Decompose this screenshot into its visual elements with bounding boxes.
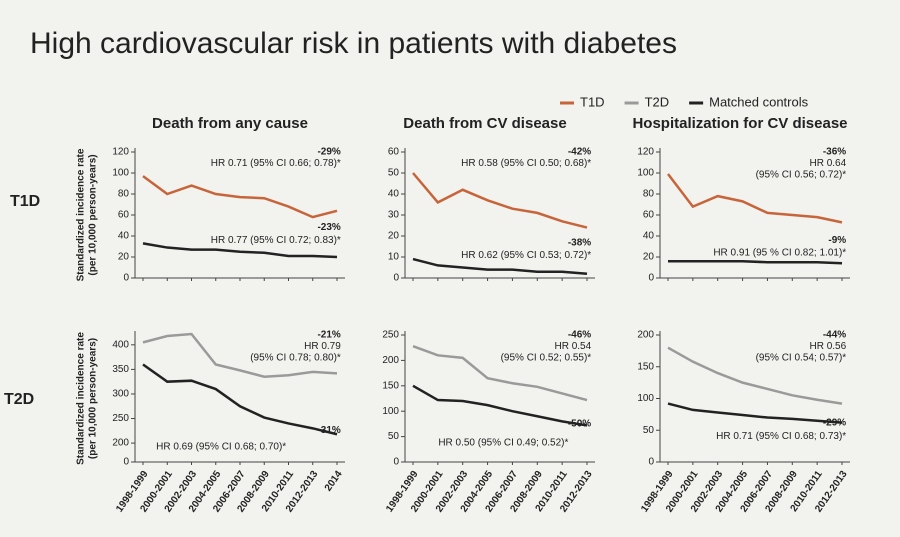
y-tick-label: 0 [393,273,399,284]
y-tick-label: 60 [118,210,130,221]
series-line [668,259,843,265]
y-tick-label: 50 [388,431,400,442]
series-line [412,257,588,276]
row-label: T1D [10,193,40,210]
annotation: HR 0.54 [555,341,592,352]
annotation: HR 0.69 (95% CI 0.68; 0.70)* [156,441,286,452]
y-tick-label: 0 [648,457,654,468]
y-tick-label: 200 [637,330,654,341]
y-axis-label-line: (per 10,000 person-years) [88,154,99,275]
y-tick-label: 0 [123,457,129,468]
annotation: -23% [317,222,340,233]
y-tick-label: 50 [388,168,400,179]
series-line [667,173,843,224]
legend-label: T2D [645,94,670,109]
annotation: -36% [823,147,846,158]
annotation: -38% [568,237,591,248]
chart-title: Death from any cause [152,115,308,132]
annotation: -21% [317,330,340,341]
annotation: -29% [317,147,340,158]
y-tick-label: 250 [112,413,129,424]
y-tick-label: 120 [112,147,129,158]
y-tick-label: 100 [637,168,654,179]
annotation: HR 0.62 (95% CI 0.53; 0.72)* [461,250,591,261]
y-tick-label: 400 [112,339,129,350]
series-line [142,332,338,379]
y-tick-label: 80 [118,189,130,200]
y-tick-label: 60 [643,210,655,221]
y-tick-label: 250 [382,330,399,341]
annotation: HR 0.58 (95% CI 0.50; 0.68)* [461,158,591,169]
annotation: (95% CI 0.52; 0.55)* [501,353,592,364]
y-tick-label: 200 [382,355,399,366]
series-line [412,345,588,402]
annotation: (95% CI 0.78; 0.80)* [250,353,341,364]
y-tick-label: 300 [112,389,129,400]
series-line [667,346,843,405]
annotation: HR 0.56 [810,341,847,352]
y-tick-label: 60 [388,147,400,158]
y-tick-label: 100 [112,168,129,179]
annotation: HR 0.64 [810,158,847,169]
annotation: -31% [317,425,340,436]
annotation: HR 0.71 (95% CI 0.66; 0.78)* [211,158,341,169]
legend-label: T1D [580,94,605,109]
annotation: HR 0.77 (95% CI 0.72; 0.83)* [211,235,341,246]
y-tick-label: 20 [388,231,400,242]
row-label: T2D [4,391,34,408]
chart-title: Death from CV disease [403,115,566,132]
annotation: HR 0.50 (95% CI 0.49; 0.52)* [438,438,568,449]
y-tick-label: 0 [393,457,399,468]
y-tick-label: 40 [388,189,400,200]
y-tick-label: 0 [123,273,129,284]
annotation: -9% [828,235,846,246]
annotation: HR 0.71 (95% CI 0.68; 0.73)* [716,431,846,442]
y-axis-label-line: (per 10,000 person-years) [88,338,99,459]
annotation: -50% [568,419,591,430]
y-tick-label: 30 [388,210,400,221]
legend-label: Matched controls [709,94,808,109]
annotation: (95% CI 0.56; 0.72)* [756,169,847,180]
series-line [667,402,843,424]
y-tick-label: 20 [118,252,130,263]
annotation: -42% [568,147,591,158]
y-tick-label: 20 [643,252,655,263]
chart-title: Hospitalization for CV disease [632,115,847,132]
y-tick-label: 0 [648,273,654,284]
y-axis-label: Standardized incidence rate (per 10,000 p… [76,148,99,281]
y-axis-label-line: Standardized incidence rate [76,148,87,281]
y-tick-label: 200 [112,438,129,449]
series-line [142,363,338,436]
y-axis-label-line: Standardized incidence rate [76,332,87,465]
y-tick-label: 100 [382,406,399,417]
y-tick-label: 120 [637,147,654,158]
y-tick-label: 50 [643,425,655,436]
y-tick-label: 40 [643,231,655,242]
series-line [412,172,588,229]
y-tick-label: 10 [388,252,400,263]
annotation: HR 0.79 [304,341,341,352]
y-tick-label: 150 [382,380,399,391]
y-axis-label: Standardized incidence rate (per 10,000 p… [76,332,99,465]
annotation: -46% [568,330,591,341]
annotation: -29% [823,417,846,428]
series-line [142,242,338,259]
series-line [142,175,338,219]
annotation: -44% [823,330,846,341]
y-tick-label: 80 [643,189,655,200]
slide-title: High cardiovascular risk in patients wit… [30,27,677,60]
series-line [412,384,588,427]
annotation: (95% CI 0.54; 0.57)* [756,353,847,364]
y-tick-label: 350 [112,364,129,375]
y-tick-label: 100 [637,393,654,404]
y-tick-label: 40 [118,231,130,242]
y-tick-label: 150 [637,361,654,372]
annotation: HR 0.91 (95 % CI 0.82; 1.01)* [713,247,846,258]
